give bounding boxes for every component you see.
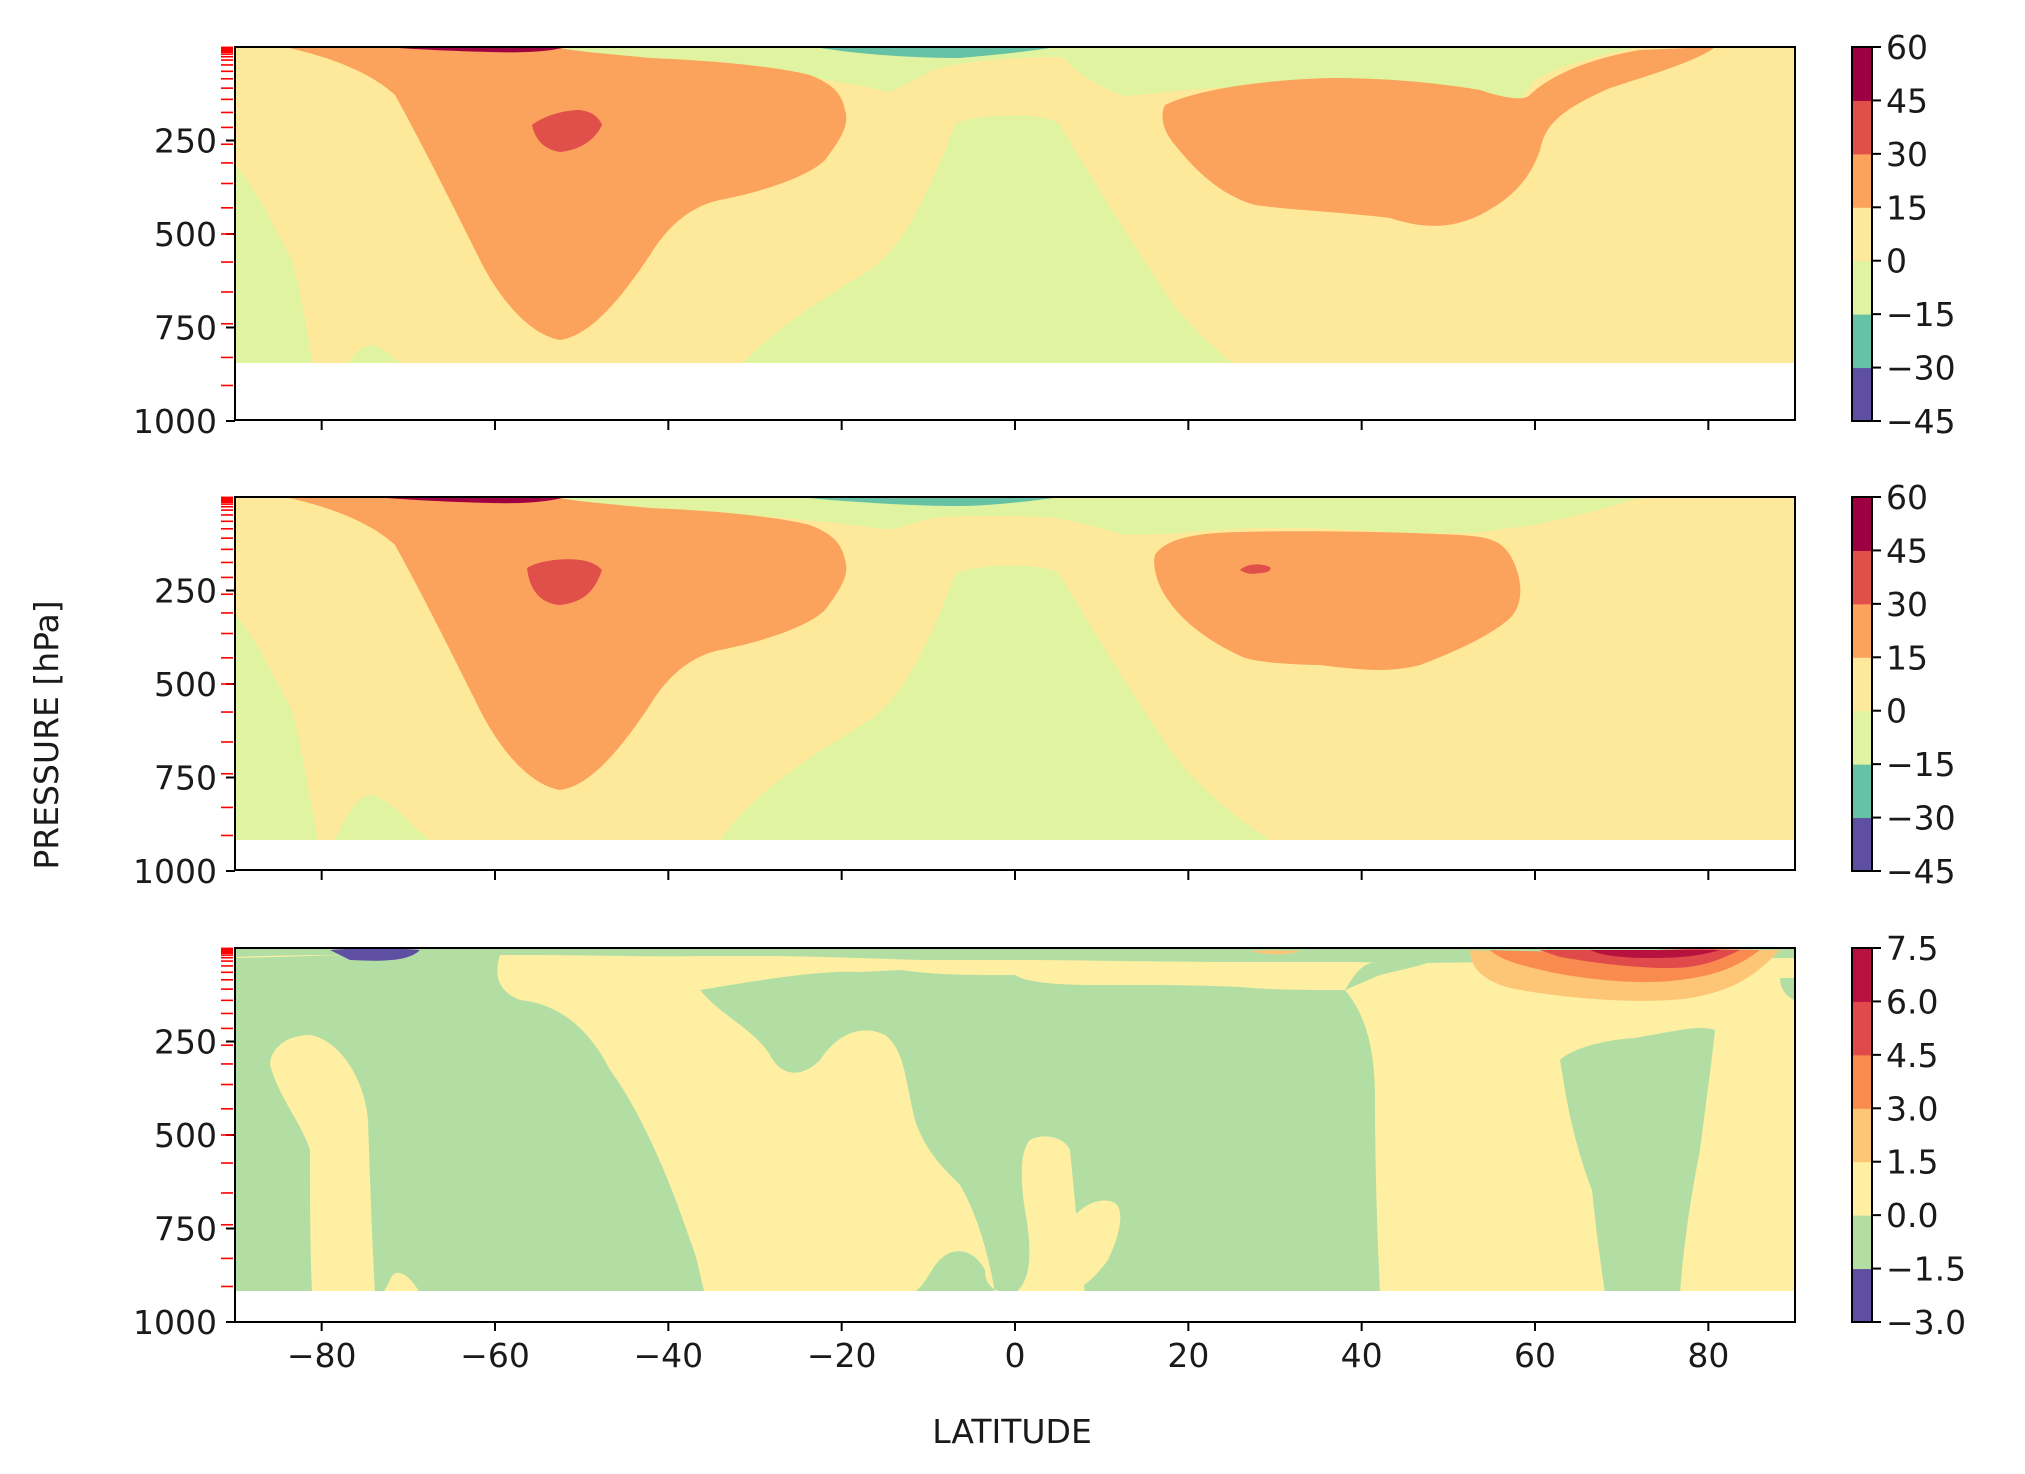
colorbar-tick-label: −45	[1886, 402, 1956, 441]
colorbar-tick-label: −15	[1886, 295, 1956, 334]
colorbar-band	[1852, 1268, 1872, 1323]
colorbar-tick-label: −30	[1886, 349, 1956, 388]
colorbar-top: 60 45 30 15 0 −15 −30 −45	[1851, 28, 1956, 441]
y-tick-label: 750	[154, 1210, 217, 1249]
colorbar-tick-label: 60	[1886, 478, 1928, 517]
x-tick-label: 0	[1005, 1336, 1026, 1375]
colorbar-band	[1852, 710, 1872, 765]
colorbar-tick-label: −1.5	[1886, 1250, 1966, 1289]
colorbar-band	[1852, 497, 1872, 551]
y-tick-label: 250	[154, 572, 217, 611]
colorbar-band	[1852, 603, 1872, 658]
colorbar-tick-label: 0	[1886, 692, 1907, 731]
x-ticks-top	[320, 421, 1710, 430]
colorbar-band	[1852, 948, 1872, 1002]
y-tick-label: 1000	[133, 852, 217, 891]
colorbar-tick-label: −15	[1886, 745, 1956, 784]
colorbar-tick-label: 15	[1886, 638, 1928, 677]
y-tick-label: 500	[154, 215, 217, 254]
colorbar-band	[1852, 817, 1872, 872]
colorbar-band	[1852, 1108, 1872, 1163]
colorbar-tick-label: 30	[1886, 135, 1928, 174]
colorbar-frame	[1851, 496, 1873, 872]
colorbar-tick-label: 3.0	[1886, 1089, 1938, 1128]
x-ticks-middle	[320, 871, 1710, 880]
y-axis-label: PRESSURE [hPa]	[27, 600, 66, 869]
colorbar-tick-label: −3.0	[1886, 1303, 1966, 1342]
x-tick-label: 20	[1167, 1336, 1209, 1375]
colorbar-band	[1852, 764, 1872, 819]
x-ticks-bottom: −80 −60 −40 −20 0 20 40 60 80	[287, 1322, 1729, 1375]
y-tick-label: 500	[154, 1116, 217, 1155]
colorbar-tick-label: −45	[1886, 852, 1956, 891]
colorbar-tick-label: 1.5	[1886, 1143, 1938, 1182]
colorbar-band	[1852, 1215, 1872, 1270]
colorbar-band	[1852, 100, 1872, 155]
colorbar-band	[1852, 550, 1872, 605]
panel-bottom: −80 −60 −40 −20 0 20 40 60 80 250 500 750 1000 7.5 6…	[133, 929, 1966, 1375]
x-tick-label: 40	[1341, 1336, 1383, 1375]
model-level-markers-middle	[221, 496, 233, 837]
x-tick-label: −80	[287, 1336, 357, 1375]
colorbar-tick-label: 4.5	[1886, 1036, 1938, 1075]
y-tick-label: 750	[154, 309, 217, 348]
colorbar-tick-label: 60	[1886, 28, 1928, 67]
colorbar-band	[1852, 260, 1872, 315]
panel-top: 250 500 750 1000 60 45 30 15 0 −15 −30 −45	[133, 28, 1956, 441]
colorbar-tick-label: 0	[1886, 242, 1907, 281]
model-level-markers-bottom	[221, 947, 233, 1288]
colorbar-band	[1852, 207, 1872, 262]
colorbar-tick-label: 45	[1886, 531, 1928, 570]
colorbar-tick-label: −30	[1886, 799, 1956, 838]
y-ticks-middle: 250 500 750 1000	[133, 572, 235, 891]
colorbar-tick-label: 6.0	[1886, 982, 1938, 1021]
colorbar-band	[1852, 1054, 1872, 1109]
colorbar-middle: 60 45 30 15 0 −15 −30 −45	[1851, 478, 1956, 891]
model-level-markers-top	[221, 46, 233, 387]
x-tick-label: −40	[634, 1336, 704, 1375]
x-tick-label: −20	[807, 1336, 877, 1375]
colorbar-band	[1852, 47, 1872, 101]
y-tick-label: 1000	[133, 1303, 217, 1342]
colorbar-band	[1852, 367, 1872, 422]
colorbar-tick-label: 15	[1886, 188, 1928, 227]
colorbar-bottom: 7.5 6.0 4.5 3.0 1.5 0.0 −1.5 −3.0	[1851, 929, 1966, 1342]
y-tick-label: 250	[154, 1023, 217, 1062]
colorbar-frame	[1851, 46, 1873, 422]
x-tick-label: 60	[1514, 1336, 1556, 1375]
colorbar-band	[1852, 153, 1872, 208]
colorbar-tick-label: 7.5	[1886, 929, 1938, 968]
y-tick-label: 750	[154, 759, 217, 798]
panel-middle: 250 500 750 1000 60 45 30 15 0 −15 −30 −45	[133, 478, 1956, 891]
colorbar-tick-label: 0.0	[1886, 1196, 1938, 1235]
contour-fill-middle	[235, 497, 1795, 840]
x-tick-label: 80	[1687, 1336, 1729, 1375]
colorbar-band	[1852, 657, 1872, 712]
colorbar-tick-label: 30	[1886, 585, 1928, 624]
colorbar-band	[1852, 314, 1872, 369]
colorbar-band	[1852, 1001, 1872, 1056]
x-tick-label: −60	[460, 1336, 530, 1375]
contour-fill-top	[235, 47, 1795, 390]
contour-fill-bottom	[235, 948, 1795, 1291]
x-axis-label: LATITUDE	[932, 1412, 1092, 1451]
y-ticks-top: 250 500 750 1000	[133, 122, 235, 441]
y-tick-label: 250	[154, 122, 217, 161]
y-tick-label: 500	[154, 665, 217, 704]
colorbar-tick-label: 45	[1886, 81, 1928, 120]
colorbar-frame	[1851, 947, 1873, 1323]
y-tick-label: 1000	[133, 402, 217, 441]
colorbar-band	[1852, 1161, 1872, 1216]
y-ticks-bottom: 250 500 750 1000	[133, 1023, 235, 1342]
